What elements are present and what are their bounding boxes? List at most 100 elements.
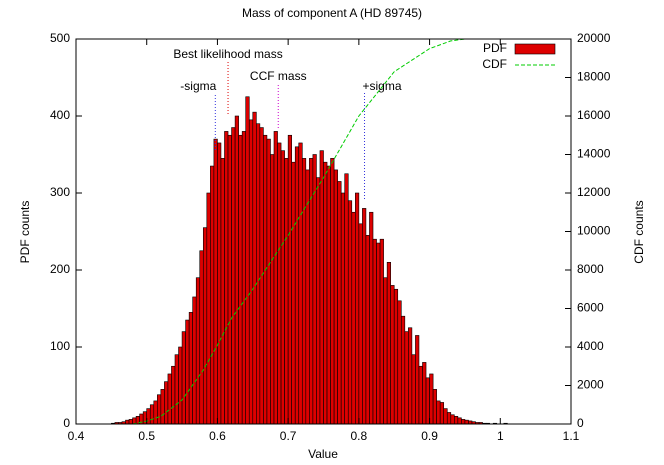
bar xyxy=(351,211,356,425)
bar xyxy=(195,277,201,425)
bar xyxy=(305,169,310,425)
bar xyxy=(337,181,342,425)
bar xyxy=(386,261,391,425)
x-tick-label: 0.4 xyxy=(68,429,85,443)
y-tick-label: 400 xyxy=(50,108,70,122)
bar xyxy=(284,158,289,425)
x-tick-label: 1 xyxy=(497,429,504,443)
x-tick-label: 0.8 xyxy=(351,429,368,443)
bar xyxy=(397,300,402,425)
bar xyxy=(291,161,296,425)
bar xyxy=(164,381,169,425)
bar xyxy=(432,389,437,425)
bar xyxy=(400,315,406,425)
legend-label: PDF xyxy=(483,41,507,55)
y2-tick-label: 16000 xyxy=(577,108,611,122)
annotation-label: CCF mass xyxy=(250,69,307,83)
y2-axis-label: CDF counts xyxy=(632,200,646,263)
legend-label: CDF xyxy=(482,57,507,71)
bar xyxy=(192,296,197,425)
bar xyxy=(362,208,367,425)
bar xyxy=(340,192,346,425)
y2-tick-label: 12000 xyxy=(577,185,611,199)
bar xyxy=(231,127,236,425)
bar xyxy=(241,131,247,425)
bar xyxy=(404,331,409,425)
bar xyxy=(358,223,363,425)
bar xyxy=(344,173,349,425)
bar xyxy=(301,158,307,425)
bar xyxy=(457,417,462,425)
bar xyxy=(128,419,133,425)
bar xyxy=(234,115,239,425)
x-tick-label: 0.7 xyxy=(280,429,297,443)
bar xyxy=(256,123,261,425)
y2-tick-label: 14000 xyxy=(577,147,611,161)
bar xyxy=(153,400,158,425)
bar xyxy=(390,285,395,425)
bar xyxy=(418,365,423,425)
y2-tick-label: 18000 xyxy=(577,70,611,84)
annotation-label: +sigma xyxy=(363,79,402,93)
bar xyxy=(383,277,388,425)
bar xyxy=(202,227,208,425)
bar xyxy=(181,331,186,425)
x-tick-label: 0.5 xyxy=(138,429,155,443)
bar xyxy=(270,154,275,425)
bar xyxy=(248,119,254,425)
y-tick-label: 300 xyxy=(50,185,70,199)
bar xyxy=(266,138,271,425)
bar xyxy=(365,235,370,425)
bar xyxy=(146,408,151,425)
bar xyxy=(369,211,374,425)
bar xyxy=(415,335,420,425)
bar xyxy=(157,394,162,425)
bar xyxy=(188,312,193,425)
bar xyxy=(316,177,321,425)
bar xyxy=(171,365,176,425)
y2-tick-label: 6000 xyxy=(577,301,604,315)
y-tick-label: 200 xyxy=(50,262,70,276)
bar xyxy=(429,373,434,425)
bar xyxy=(323,161,328,425)
bar xyxy=(199,250,204,425)
bar xyxy=(287,134,292,425)
bar xyxy=(174,354,179,425)
bar xyxy=(238,134,243,425)
x-tick-label: 0.9 xyxy=(421,429,438,443)
bar xyxy=(454,415,459,425)
bar xyxy=(393,288,399,425)
x-tick-label: 1.1 xyxy=(563,429,580,443)
bar xyxy=(425,377,430,425)
bar xyxy=(224,131,229,425)
bar xyxy=(277,142,282,425)
bar xyxy=(408,327,413,425)
bar xyxy=(220,158,225,425)
bar xyxy=(355,192,360,425)
bar xyxy=(210,165,215,425)
y2-tick-label: 2000 xyxy=(577,378,604,392)
bar xyxy=(142,411,148,425)
bar xyxy=(160,389,165,425)
bar xyxy=(263,134,268,425)
bar xyxy=(294,146,300,425)
bar xyxy=(185,319,190,425)
bar xyxy=(464,419,469,425)
bar xyxy=(446,412,452,425)
bar xyxy=(178,346,183,425)
bar xyxy=(280,150,285,425)
bar xyxy=(330,158,335,425)
bar xyxy=(206,192,211,425)
bar xyxy=(443,408,448,425)
bar xyxy=(376,242,381,425)
y2-tick-label: 20000 xyxy=(577,31,611,45)
bar xyxy=(149,404,155,425)
bar xyxy=(298,142,303,425)
legend-swatch xyxy=(514,43,556,55)
bar xyxy=(217,142,222,425)
bar xyxy=(461,419,466,425)
chart-title: Mass of component A (HD 89745) xyxy=(242,6,422,20)
bar xyxy=(125,419,130,425)
y-tick-label: 100 xyxy=(50,339,70,353)
